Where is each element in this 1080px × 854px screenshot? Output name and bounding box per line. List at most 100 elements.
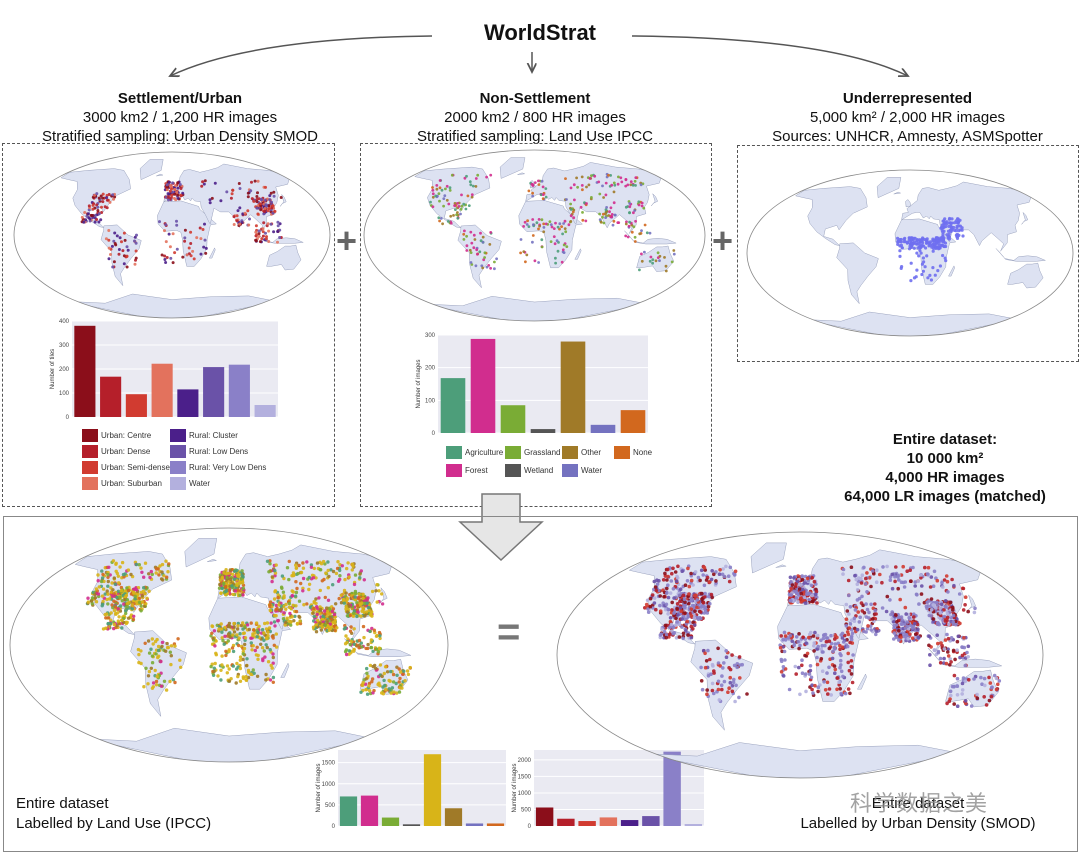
sample-point xyxy=(315,612,319,617)
sample-point xyxy=(320,617,325,621)
sample-point xyxy=(431,195,435,199)
sample-point xyxy=(102,579,106,584)
sample-point xyxy=(235,667,239,671)
entire-smod-world-map xyxy=(556,531,1044,779)
sample-point xyxy=(431,192,435,196)
sample-point xyxy=(200,184,204,188)
summary-line2: 10 000 km² xyxy=(906,450,984,467)
sample-point xyxy=(253,648,257,653)
sample-point xyxy=(147,589,151,593)
sample-point xyxy=(989,694,994,699)
sample-point xyxy=(798,692,802,697)
sample-point xyxy=(989,685,994,690)
sample-point xyxy=(933,244,937,248)
sample-point xyxy=(896,236,900,240)
sample-point xyxy=(370,680,374,684)
sample-point xyxy=(833,637,837,641)
sample-point xyxy=(269,191,273,195)
sample-point xyxy=(997,679,1002,683)
sample-point xyxy=(958,655,962,660)
sample-point xyxy=(159,577,164,581)
sample-point xyxy=(157,654,161,658)
sample-point xyxy=(668,591,673,595)
sample-point xyxy=(717,572,722,576)
sample-point xyxy=(685,579,690,583)
sample-point xyxy=(533,259,537,263)
nonsettlement-world-map xyxy=(363,149,706,322)
sample-point xyxy=(362,578,366,582)
sample-point xyxy=(931,238,935,243)
sample-point xyxy=(726,690,730,694)
sample-point xyxy=(544,187,548,190)
sample-point xyxy=(113,195,117,199)
sample-point xyxy=(137,596,142,601)
sample-point xyxy=(848,640,852,645)
sample-point xyxy=(936,641,940,646)
sample-point xyxy=(143,592,147,596)
sample-point xyxy=(144,666,148,670)
sample-point xyxy=(648,259,652,263)
sample-point xyxy=(611,223,615,227)
sample-point xyxy=(201,228,205,231)
sample-point xyxy=(374,589,378,593)
sample-point xyxy=(944,259,948,263)
sample-point xyxy=(125,605,129,609)
sample-point xyxy=(672,252,676,256)
sample-point xyxy=(252,671,256,675)
sample-point xyxy=(160,253,164,257)
land-shape xyxy=(207,558,218,563)
sample-point xyxy=(530,182,534,186)
sample-point xyxy=(910,242,914,246)
sample-point xyxy=(96,205,100,209)
sample-point xyxy=(86,600,91,604)
sample-point xyxy=(825,680,830,685)
sample-point xyxy=(946,650,950,654)
sample-point xyxy=(111,559,116,563)
legend-item: Agriculture xyxy=(446,445,505,460)
sample-point xyxy=(827,687,832,691)
sample-point xyxy=(672,249,676,252)
sample-point xyxy=(181,191,185,195)
sample-point xyxy=(572,183,576,187)
sample-point xyxy=(666,595,671,600)
sample-point xyxy=(550,225,554,229)
sample-point xyxy=(890,617,894,621)
sample-point xyxy=(106,602,110,606)
sample-point xyxy=(916,627,920,632)
sample-point xyxy=(267,204,271,208)
sample-point xyxy=(111,193,115,197)
land-shape xyxy=(525,162,662,234)
sample-point xyxy=(255,233,259,237)
sample-point xyxy=(929,613,933,618)
sample-point xyxy=(395,691,399,695)
sample-point xyxy=(282,611,286,615)
sample-point xyxy=(97,212,101,216)
sample-point xyxy=(945,612,950,616)
sample-point xyxy=(632,211,635,215)
sample-point xyxy=(585,185,588,189)
sample-point xyxy=(972,677,976,681)
sample-point xyxy=(97,196,101,200)
sample-point xyxy=(100,576,105,580)
sample-point xyxy=(443,194,447,198)
sample-point xyxy=(958,224,962,228)
sample-point xyxy=(709,592,714,597)
sample-point xyxy=(107,597,112,601)
sample-point xyxy=(945,233,949,237)
sample-point xyxy=(838,647,842,652)
sample-point xyxy=(112,599,116,603)
sample-point xyxy=(271,655,275,660)
sample-point xyxy=(820,643,824,648)
sample-point xyxy=(703,665,708,670)
sample-point xyxy=(125,601,130,606)
sample-point xyxy=(952,702,956,706)
sample-point xyxy=(848,605,853,609)
sample-point xyxy=(108,622,113,626)
sample-point xyxy=(245,623,250,627)
sample-point xyxy=(468,180,472,184)
sample-point xyxy=(121,572,126,577)
sample-point xyxy=(708,601,712,606)
sample-point xyxy=(348,629,353,633)
sample-point xyxy=(537,179,540,183)
sample-point xyxy=(217,624,222,629)
